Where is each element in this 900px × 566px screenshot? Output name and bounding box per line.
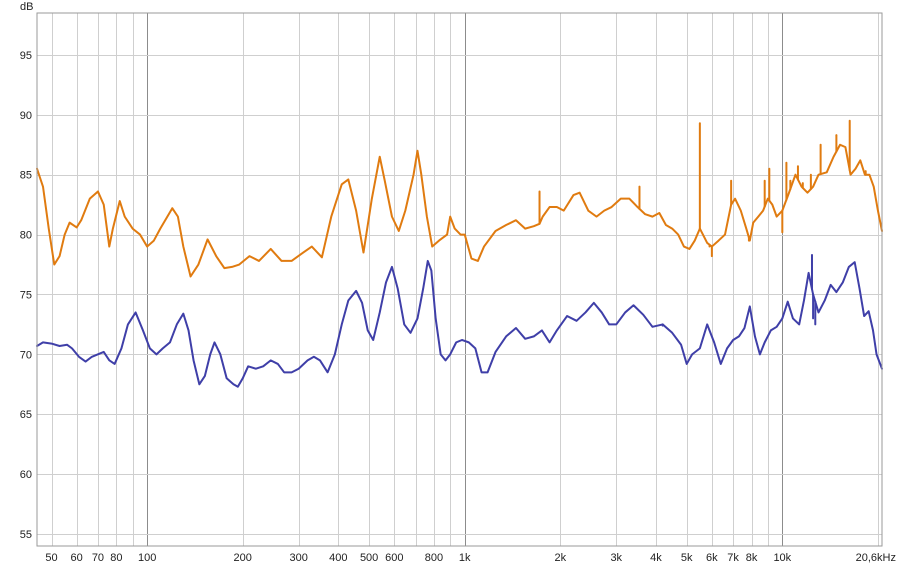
plot-background xyxy=(37,13,882,546)
x-tick-label: 5k xyxy=(681,552,693,564)
x-tick-label: 60 xyxy=(71,552,83,564)
x-tick-label: 100 xyxy=(138,552,156,564)
x-tick-label: 300 xyxy=(289,552,307,564)
y-axis-unit-label: dB xyxy=(20,1,33,13)
x-tick-label: 7k xyxy=(727,552,739,564)
grid xyxy=(37,13,882,546)
y-tick-label: 60 xyxy=(20,469,32,481)
y-tick-label: 95 xyxy=(20,50,32,62)
y-tick-label: 85 xyxy=(20,170,32,182)
y-tick-label: 70 xyxy=(20,349,32,361)
series-line-1 xyxy=(36,143,883,278)
y-tick-labels: 55 60 65 70 75 80 85 90 95 xyxy=(20,50,32,541)
plot-frame xyxy=(36,12,883,547)
y-tick-label: 80 xyxy=(20,230,32,242)
x-tick-label: 80 xyxy=(110,552,122,564)
x-tick-label: 1k xyxy=(459,552,471,564)
y-tick-label: 90 xyxy=(20,110,32,122)
y-tick-label: 75 xyxy=(20,289,32,301)
x-tick-label: 20,6kHz xyxy=(856,552,896,564)
x-tick-label: 600 xyxy=(385,552,403,564)
x-tick-label: 10k xyxy=(773,552,791,564)
series-group xyxy=(36,119,883,388)
x-tick-label: 400 xyxy=(329,552,347,564)
y-tick-label: 55 xyxy=(20,529,32,541)
y-tick-label: 65 xyxy=(20,409,32,421)
x-tick-label: 50 xyxy=(45,552,57,564)
x-tick-label: 500 xyxy=(360,552,378,564)
x-tick-label: 8k xyxy=(746,552,758,564)
x-tick-label: 3k xyxy=(610,552,622,564)
x-tick-label: 800 xyxy=(425,552,443,564)
x-tick-label: 70 xyxy=(92,552,104,564)
x-tick-label: 2k xyxy=(555,552,567,564)
x-tick-label: 6k xyxy=(706,552,718,564)
x-tick-label: 4k xyxy=(650,552,662,564)
x-tick-label: 200 xyxy=(234,552,252,564)
series-line-2 xyxy=(36,259,883,388)
x-tick-labels: 50 60 70 80 100 200 300 400 500 600 800 1k 2k 3k 4k 5k 6… xyxy=(45,552,896,564)
